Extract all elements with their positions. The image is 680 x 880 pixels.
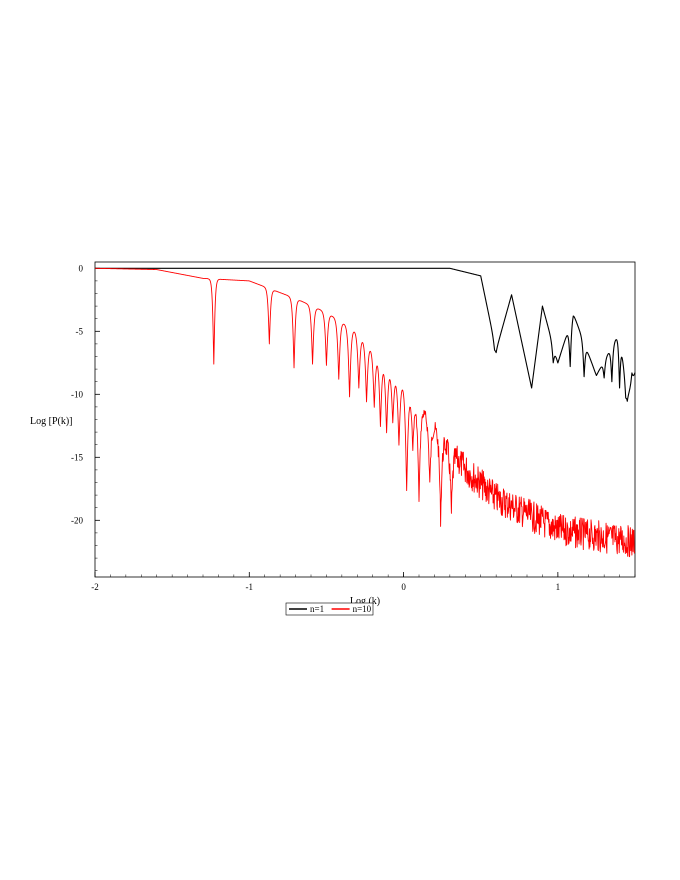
x-tick-label: 0 bbox=[401, 582, 406, 592]
y-tick-label: -15 bbox=[71, 452, 83, 462]
axis-ticks: -2 -1 0 10-5-10-15-20 bbox=[71, 263, 636, 592]
x-tick-label: -2 bbox=[91, 582, 99, 592]
x-axis-title: Log (k) bbox=[350, 596, 380, 607]
y-tick-label: -5 bbox=[76, 326, 84, 336]
y-tick-label: -20 bbox=[71, 515, 83, 525]
y-axis-title: Log [P(k)] bbox=[30, 416, 73, 427]
x-tick-label: -1 bbox=[246, 582, 254, 592]
x-tick-label: 1 bbox=[556, 582, 561, 592]
legend-box bbox=[285, 602, 374, 616]
series-layer bbox=[94, 267, 636, 558]
series-line-n-10 bbox=[94, 267, 636, 558]
legend-label: n=10 bbox=[353, 604, 372, 614]
series-line-n-1 bbox=[94, 267, 636, 402]
y-tick-label: 0 bbox=[79, 263, 84, 273]
legend-label: n=1 bbox=[310, 604, 324, 614]
y-tick-label: -10 bbox=[71, 389, 83, 399]
legend: n=1 n=10 bbox=[285, 602, 374, 616]
